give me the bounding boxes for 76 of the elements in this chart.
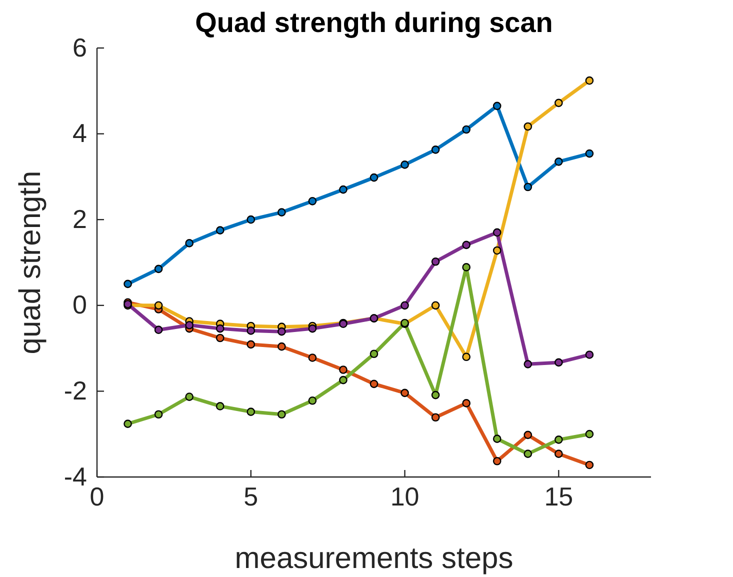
point [308, 396, 317, 405]
y-tick-label: 2 [72, 204, 87, 234]
y-tick-label: 0 [72, 290, 87, 320]
point [370, 350, 378, 358]
point [585, 430, 594, 438]
point [431, 257, 440, 266]
point [462, 263, 470, 272]
point [400, 160, 409, 169]
point [216, 334, 224, 342]
y-tick-label: -4 [64, 461, 87, 492]
point [154, 326, 163, 334]
point [524, 450, 532, 458]
point [246, 408, 256, 416]
y-tick-label: 6 [72, 32, 87, 62]
point [246, 326, 256, 335]
point [124, 420, 132, 428]
point [278, 410, 286, 419]
point [308, 354, 317, 362]
point [462, 399, 470, 408]
point [246, 215, 256, 224]
y-axis-title: quad strength [14, 170, 47, 354]
point [339, 366, 348, 374]
point [154, 301, 163, 310]
y-tick-label: -2 [64, 376, 87, 406]
point [216, 226, 224, 234]
point [585, 76, 594, 85]
point [278, 327, 286, 336]
point [524, 182, 532, 192]
point [462, 240, 470, 250]
x-tick-label: 5 [244, 481, 258, 512]
point [492, 228, 502, 237]
point [154, 410, 163, 419]
point [216, 402, 224, 410]
chart-title: Quad strength during scan [195, 7, 553, 38]
point [585, 460, 594, 470]
point [124, 280, 132, 288]
point [492, 102, 502, 110]
point [524, 122, 532, 131]
point [400, 301, 409, 310]
point [154, 264, 163, 274]
point [308, 324, 317, 333]
point [431, 301, 440, 310]
point [431, 413, 440, 422]
x-tick-label: 10 [390, 481, 420, 512]
point [524, 360, 532, 368]
point [462, 125, 470, 134]
point [339, 376, 348, 384]
point [462, 352, 470, 362]
point [554, 358, 563, 367]
point [185, 239, 194, 248]
point [278, 208, 286, 216]
point [278, 342, 286, 351]
point [431, 390, 440, 400]
point [185, 392, 194, 401]
point [585, 350, 594, 359]
point [370, 173, 378, 182]
point [554, 98, 563, 108]
point [492, 456, 502, 466]
point [585, 149, 594, 158]
point [308, 196, 317, 206]
point [400, 388, 409, 398]
point [492, 246, 502, 255]
point [554, 436, 563, 444]
point [524, 430, 532, 440]
point [216, 324, 224, 333]
point [492, 434, 502, 443]
point [246, 340, 256, 349]
point [554, 450, 563, 458]
point [185, 320, 194, 330]
x-tick-label: 15 [544, 481, 574, 512]
point [431, 146, 440, 154]
point [554, 158, 563, 166]
point [370, 380, 378, 388]
y-tick-label: 4 [72, 118, 87, 148]
x-axis-title: measurements steps [234, 542, 514, 575]
point [339, 185, 348, 194]
